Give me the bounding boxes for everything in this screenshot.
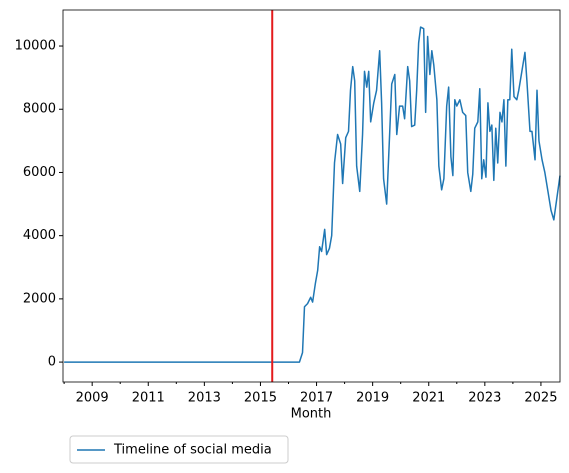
y-tick-label: 6000	[23, 165, 56, 180]
x-tick-label: 2019	[356, 391, 389, 406]
x-tick-label: 2021	[412, 391, 445, 406]
x-tick-label: 2023	[468, 391, 501, 406]
y-tick-label: 0	[48, 355, 56, 370]
legend-box	[69, 435, 289, 464]
x-tick-label: 2017	[300, 391, 333, 406]
y-tick-label: 10000	[15, 39, 56, 54]
line-series	[64, 26, 561, 363]
y-tick-label: 4000	[23, 228, 56, 243]
y-tick-label: 2000	[23, 291, 56, 306]
x-tick-label: 2009	[76, 391, 109, 406]
legend-label: Timeline of social media	[113, 443, 272, 458]
x-tick-label: 2011	[132, 391, 165, 406]
x-axis-label: Month	[291, 407, 332, 422]
x-tick-label: 2013	[188, 391, 221, 406]
x-tick-label: 2015	[244, 391, 277, 406]
y-tick-label: 8000	[23, 102, 56, 117]
x-tick-label: 2025	[524, 391, 557, 406]
plot-frame	[62, 9, 561, 383]
